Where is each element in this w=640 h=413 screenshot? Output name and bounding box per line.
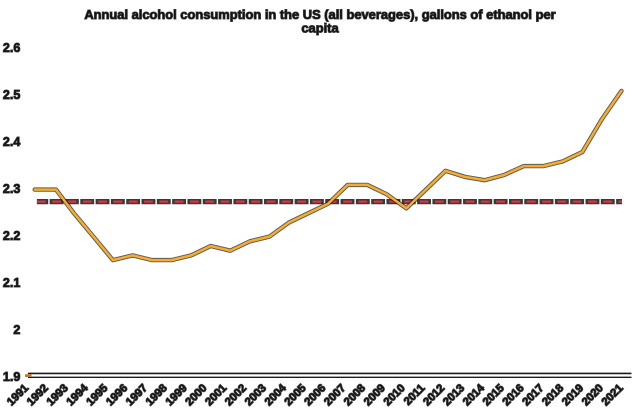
svg-text:Annual alcohol consumption in: Annual alcohol consumption in the US (al… <box>84 7 555 22</box>
svg-text:2.1: 2.1 <box>3 276 20 290</box>
svg-text:2.6: 2.6 <box>3 41 20 55</box>
svg-text:2: 2 <box>13 323 20 337</box>
svg-text:2.2: 2.2 <box>3 229 20 243</box>
svg-text:capita: capita <box>301 21 339 36</box>
svg-text:2.5: 2.5 <box>3 88 20 102</box>
svg-text:1.9: 1.9 <box>3 370 20 384</box>
svg-text:2.3: 2.3 <box>3 182 20 196</box>
svg-text:2.4: 2.4 <box>3 135 20 149</box>
